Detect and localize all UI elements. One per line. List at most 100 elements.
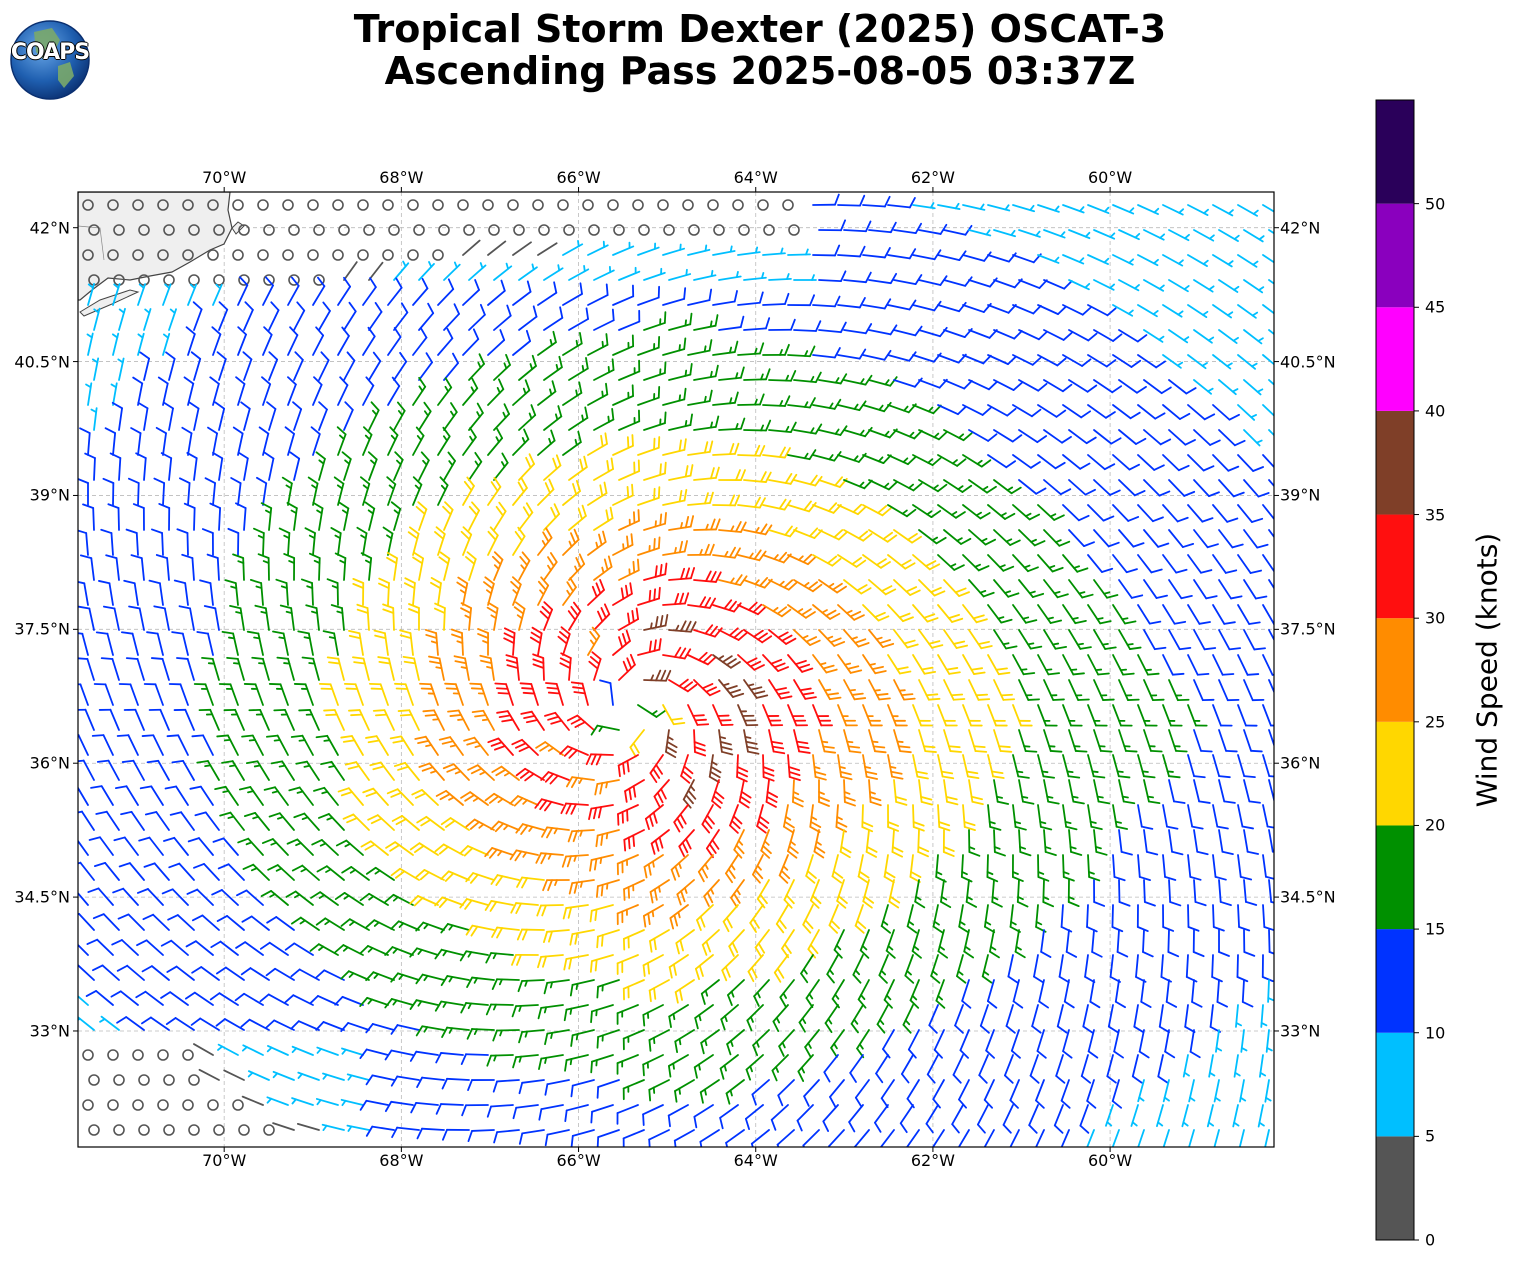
barb-flag (441, 740, 454, 745)
wind-barb (1068, 579, 1094, 599)
barb-shaft (287, 334, 299, 356)
barb-shaft (1262, 604, 1274, 625)
wind-barb (248, 708, 270, 731)
barb-half-flag (836, 816, 843, 821)
barb-shaft (368, 409, 380, 431)
barb-half-flag (844, 662, 852, 666)
wind-barb (593, 265, 615, 281)
barb-shaft (1218, 579, 1232, 600)
barb-shaft (812, 754, 817, 778)
barb-flag (856, 584, 868, 592)
wind-barb (1168, 729, 1188, 753)
wind-barb (912, 654, 937, 675)
barb-flag (654, 616, 659, 629)
barb-flag (776, 606, 788, 615)
wind-barb (562, 479, 581, 506)
barb-shaft (521, 738, 539, 756)
barb-flag (792, 796, 804, 803)
barb-half-flag (864, 765, 872, 769)
wind-barb (918, 629, 944, 649)
barb-shaft (993, 529, 1011, 546)
wind-barb (787, 704, 809, 727)
barb-flag (442, 505, 452, 516)
barb-half-flag (416, 435, 423, 441)
wind-barb (1187, 354, 1208, 370)
barb-shaft (92, 507, 95, 531)
barb-shaft (568, 417, 589, 431)
barb-flag (241, 734, 254, 738)
wind-barb (288, 274, 300, 286)
calm-circle (382, 199, 394, 211)
barb-shaft (1018, 629, 1032, 650)
barb-flag (283, 553, 296, 559)
barb-flag (648, 814, 654, 827)
barb-half-flag (522, 799, 528, 805)
wind-barb (1162, 604, 1187, 625)
barb-flag (947, 613, 960, 620)
barb-shaft (379, 761, 395, 781)
wind-barb (812, 193, 840, 206)
wind-barb (143, 683, 164, 706)
barb-flag (977, 565, 990, 572)
barb-flag (494, 682, 507, 686)
barb-shaft (637, 648, 661, 656)
wind-barb (433, 602, 446, 631)
wind-barb (762, 754, 775, 782)
barb-shaft (182, 760, 195, 781)
wind-barb (337, 276, 352, 306)
barb-flag (525, 719, 539, 724)
barb-flag (425, 352, 434, 364)
wind-barb (559, 745, 589, 759)
wind-barb (456, 576, 469, 606)
barb-flag (777, 691, 790, 696)
wind-barb (307, 199, 319, 211)
barb-shaft (512, 487, 528, 506)
barb-shaft (918, 379, 941, 389)
wind-barb (668, 620, 697, 633)
barb-flag (470, 687, 484, 690)
wind-barb (993, 779, 1010, 805)
barb-flag (378, 661, 391, 665)
wind-barb (462, 476, 475, 506)
barb-half-flag (1233, 234, 1240, 240)
wind-barb (1062, 704, 1083, 727)
barb-shaft (118, 457, 122, 481)
barb-shaft (218, 358, 227, 381)
wind-barb (1193, 679, 1215, 702)
wind-barb (1168, 679, 1190, 702)
barb-half-flag (784, 815, 792, 821)
wind-barb (1237, 454, 1265, 472)
wind-barb (276, 656, 295, 681)
barb-flag (1136, 334, 1148, 343)
barb-shaft (438, 657, 445, 681)
wind-barb (1093, 779, 1111, 805)
barb-shaft (593, 658, 602, 681)
wind-barb (462, 377, 479, 406)
barb-shaft (468, 412, 484, 431)
barb-shaft (662, 448, 686, 456)
wind-barb (288, 786, 314, 806)
barb-shaft (412, 582, 416, 606)
barb-half-flag (980, 537, 988, 543)
barb-shaft (298, 786, 314, 806)
wind-barb (768, 273, 792, 281)
barb-shaft (268, 457, 275, 481)
barb-shaft (662, 602, 686, 606)
wind-barb (993, 379, 1023, 391)
barb-flag (784, 525, 793, 536)
wind-barb (540, 771, 570, 785)
barb-shaft (312, 433, 321, 456)
barb-half-flag (667, 736, 674, 741)
barb-shaft (236, 657, 245, 681)
barb-flag (390, 791, 403, 798)
barb-shaft (143, 357, 151, 381)
wind-barb (713, 224, 725, 236)
wind-barb (618, 509, 640, 531)
barb-shaft (1037, 454, 1057, 470)
barb-flag (451, 633, 464, 639)
barb-shaft (918, 229, 942, 235)
wind-barb (729, 804, 743, 834)
barb-flag (318, 401, 328, 411)
barb-shaft (1143, 529, 1160, 548)
barb-shaft (268, 358, 279, 381)
